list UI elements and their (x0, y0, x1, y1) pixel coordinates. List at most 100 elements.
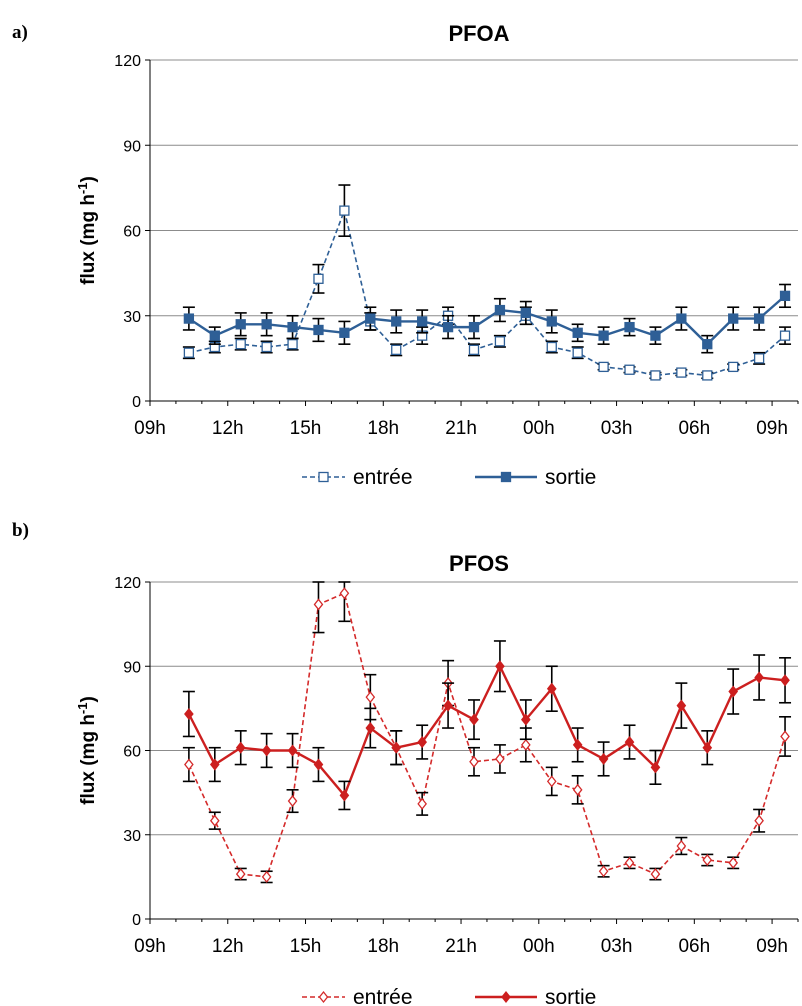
data-point (624, 736, 635, 749)
y-tick-label: 30 (123, 309, 141, 326)
x-tick-label: 09h (134, 418, 166, 439)
data-point (598, 361, 609, 373)
data-point (546, 682, 557, 695)
data-point (209, 758, 220, 771)
data-point (598, 752, 609, 765)
data-point (365, 721, 376, 735)
x-tick-label: 12h (212, 418, 244, 439)
y-tick-label: 30 (123, 828, 141, 845)
data-point (287, 744, 298, 757)
data-point (598, 865, 609, 878)
data-point (702, 741, 713, 754)
data-point (754, 671, 764, 684)
data-point (339, 205, 350, 216)
data-point (183, 313, 195, 324)
data-point (598, 330, 609, 341)
data-point (728, 361, 739, 373)
series-entrée (182, 184, 792, 381)
data-point (209, 330, 220, 341)
data-point (572, 738, 583, 751)
data-point (572, 327, 583, 338)
y-tick-label: 90 (123, 659, 141, 676)
data-point (780, 730, 790, 743)
data-point (521, 713, 531, 726)
data-point (391, 316, 402, 327)
data-point (235, 339, 246, 350)
x-tick-label: 15h (290, 418, 322, 439)
data-point (313, 273, 324, 284)
data-point (494, 304, 506, 316)
data-point (728, 685, 739, 698)
data-point (261, 341, 272, 353)
data-point (209, 814, 220, 827)
data-point (650, 868, 661, 881)
chart-title: PFOS (449, 551, 509, 576)
y-tick-label: 120 (114, 53, 141, 70)
data-point (417, 797, 427, 810)
legend-label: entrée (353, 466, 413, 489)
x-tick-label: 18h (367, 418, 399, 439)
data-point (753, 313, 765, 324)
data-point (546, 316, 557, 327)
legend-label: sortie (545, 986, 596, 1006)
x-tick-label: 09h (134, 936, 166, 957)
pfos-chart: PFOS 0 30 60 90 120 09h 12h 15h 18h 21h 00h 03h 06h 09… (75, 551, 799, 1006)
data-point (391, 741, 402, 754)
x-tick-label: 06h (678, 936, 710, 957)
chart-title: PFOA (448, 21, 509, 46)
x-tick-label: 12h (212, 936, 244, 957)
data-point (339, 587, 350, 600)
y-axis-label: flux (mg h-1) (75, 176, 99, 285)
data-point (365, 313, 376, 324)
data-point (442, 321, 454, 333)
data-point (235, 868, 246, 881)
data-point (754, 814, 764, 827)
data-point (287, 795, 298, 808)
data-point (650, 370, 661, 381)
panel-b-label: b) (12, 520, 29, 541)
data-point (365, 691, 376, 704)
data-point (391, 344, 402, 356)
x-tick-label: 09h (756, 418, 788, 439)
series-line (188, 592, 786, 878)
series-entrée (182, 581, 792, 884)
legend: entrée sortie (302, 986, 596, 1006)
data-point (546, 341, 557, 353)
data-point (417, 316, 428, 327)
data-point (468, 344, 480, 356)
y-tick-label: 60 (123, 744, 141, 761)
data-point (676, 313, 687, 324)
x-tick-label: 18h (367, 936, 399, 957)
data-point (313, 758, 324, 771)
data-point (521, 738, 531, 751)
data-point (468, 321, 480, 333)
data-point (469, 755, 479, 768)
data-point (779, 330, 791, 341)
data-point (702, 370, 713, 381)
series-sortie (182, 283, 792, 354)
x-tick-label: 15h (290, 936, 322, 957)
data-point (313, 324, 324, 336)
y-tick-label: 0 (132, 912, 141, 929)
data-point (495, 752, 505, 765)
y-tick-label: 60 (123, 224, 141, 241)
data-point (469, 713, 479, 726)
series-line (188, 294, 786, 346)
data-point (235, 741, 246, 754)
x-tick-label: 21h (445, 418, 477, 439)
data-point (287, 321, 298, 333)
pfoa-chart: PFOA 0 30 60 90 120 09h 12h 15h 18h 21h 00h 03h 06h 09… (75, 21, 799, 489)
x-tick-label: 03h (601, 418, 633, 439)
legend-label: entrée (353, 986, 413, 1006)
data-point (676, 839, 687, 853)
data-point (572, 347, 583, 358)
data-point (702, 339, 713, 350)
data-point (753, 353, 765, 364)
legend-marker (500, 471, 512, 483)
x-tick-label: 06h (678, 418, 710, 439)
data-point (546, 775, 557, 788)
x-tick-label: 09h (756, 936, 788, 957)
data-point (261, 319, 272, 330)
data-point (417, 736, 427, 749)
data-point (495, 660, 505, 673)
